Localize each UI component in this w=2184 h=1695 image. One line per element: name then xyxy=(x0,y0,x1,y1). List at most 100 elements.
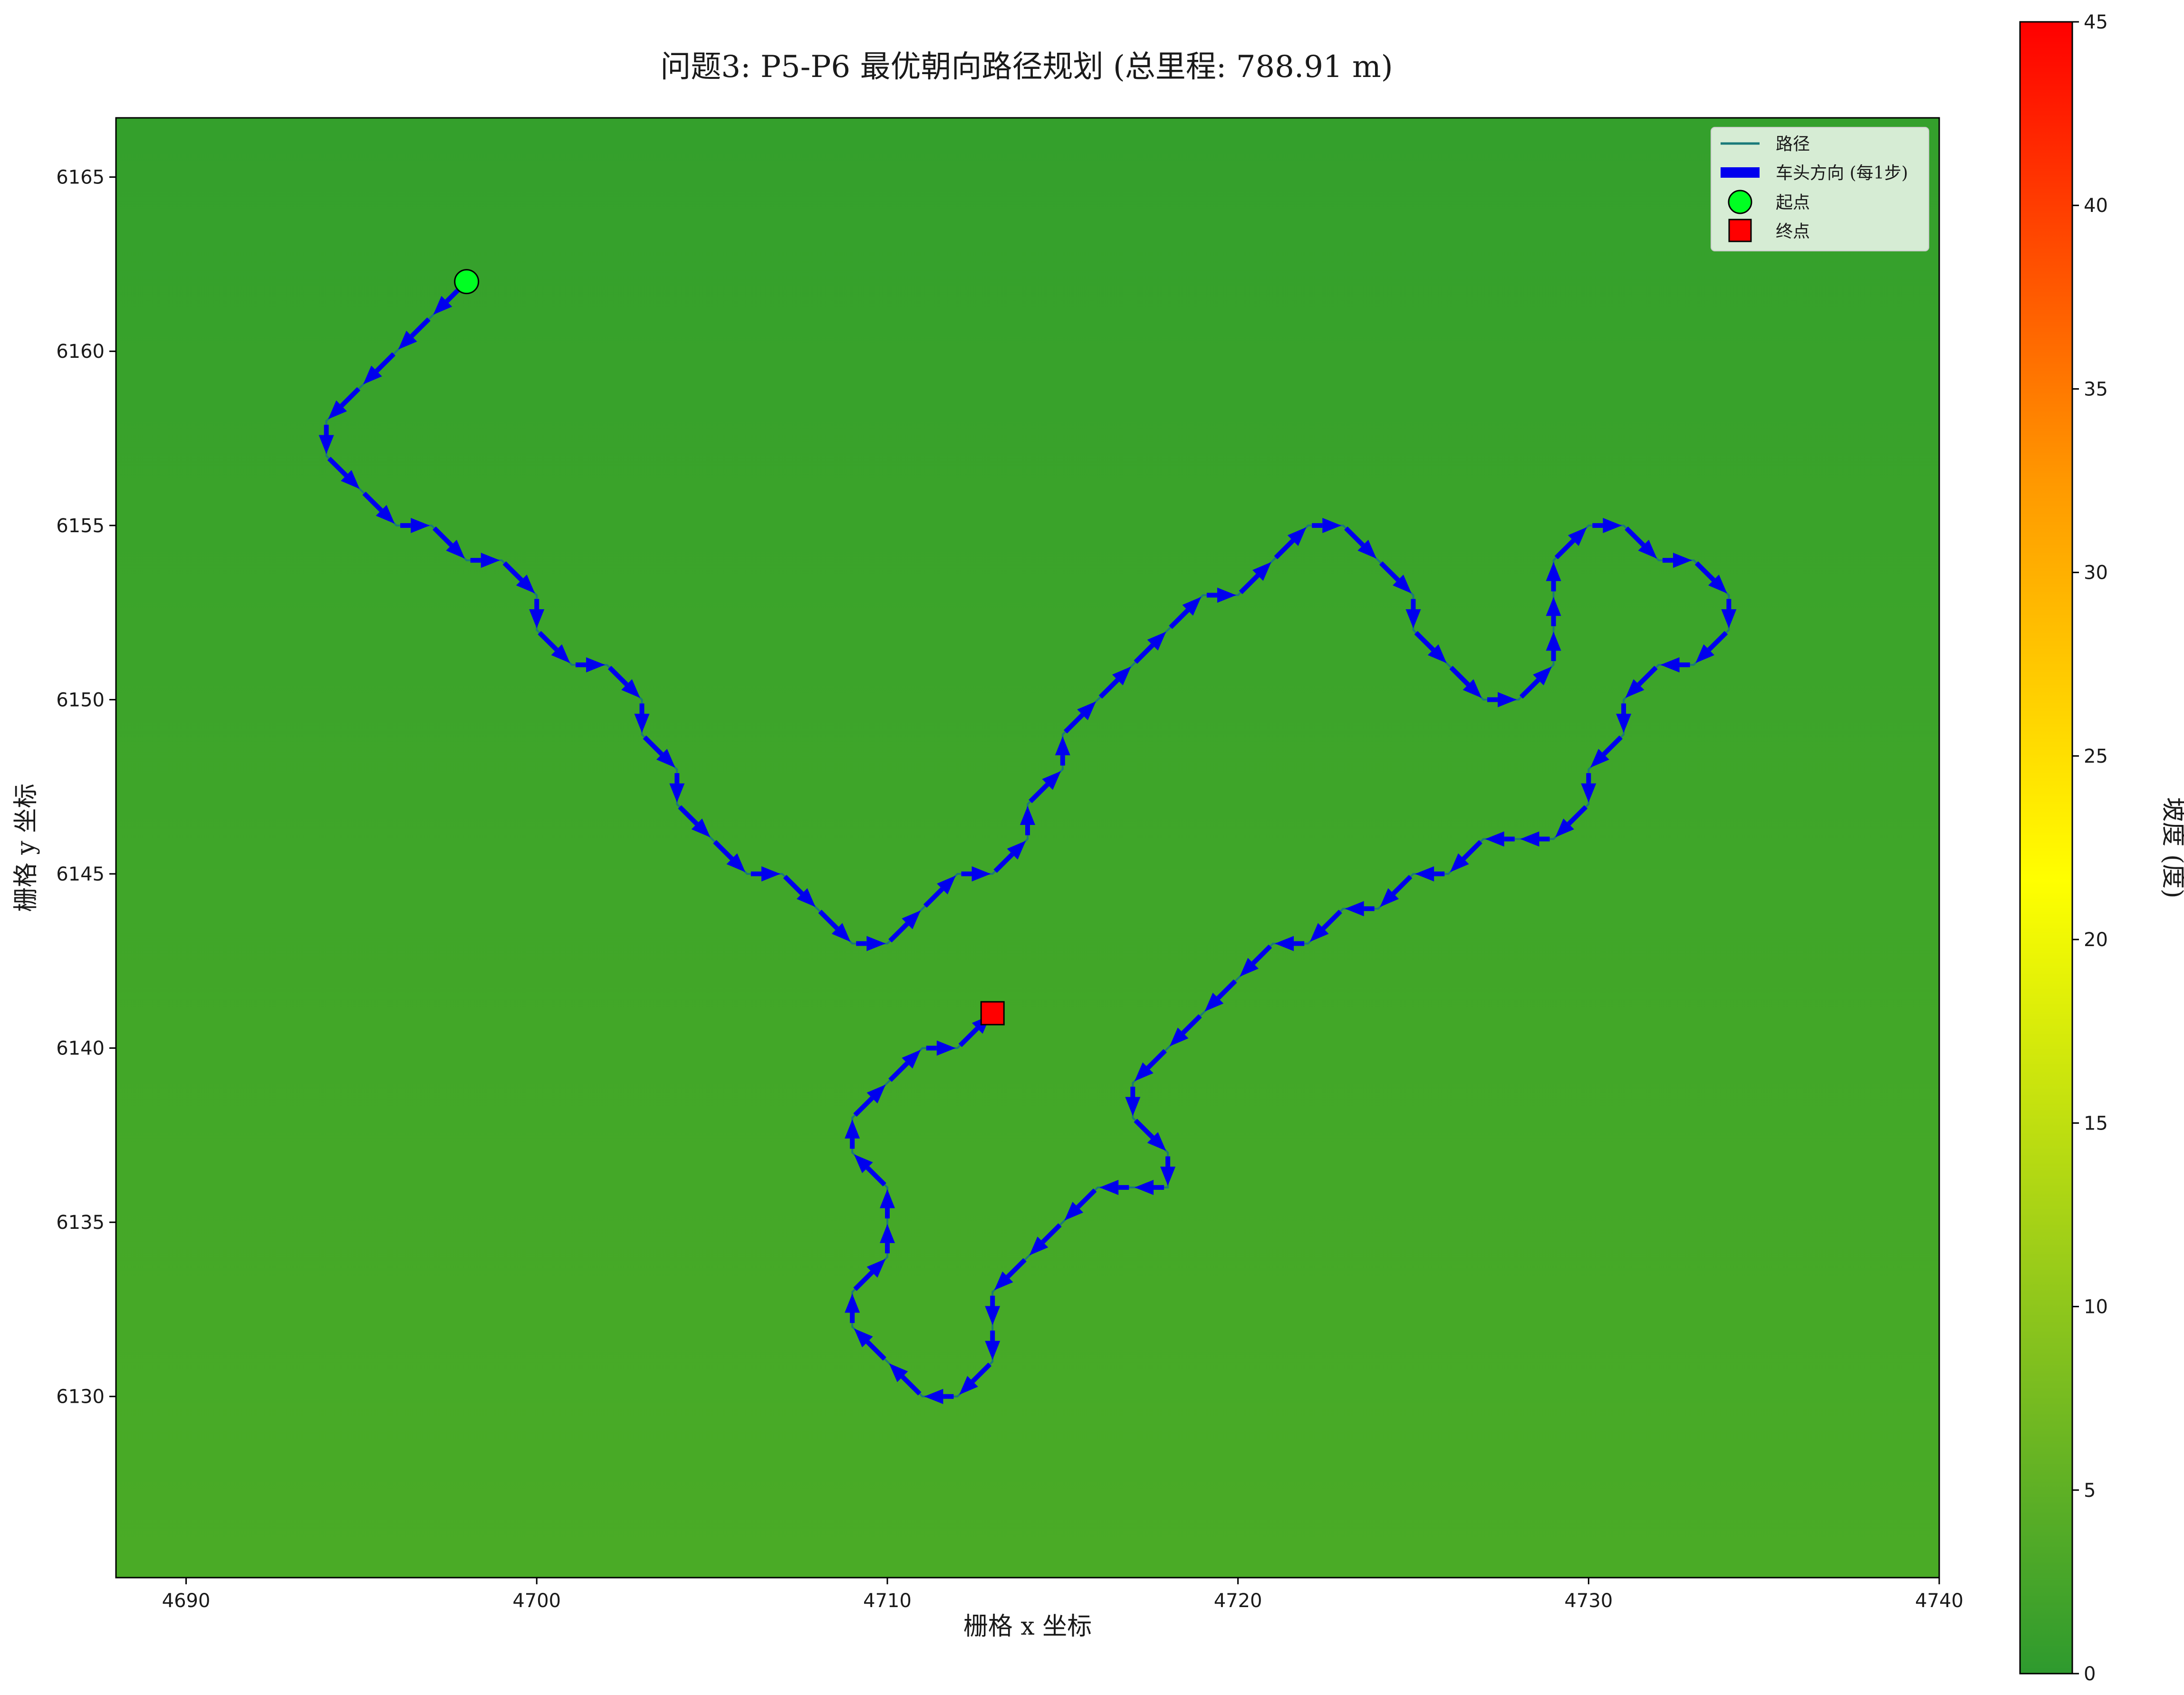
cbar-tick-label-1: 5 xyxy=(2084,1480,2096,1502)
heading-arrow-58 xyxy=(1616,703,1632,733)
heading-arrow-27 xyxy=(993,841,1026,873)
heading-arrow-63 xyxy=(1485,831,1515,847)
legend-arrow-swatch xyxy=(1721,167,1760,178)
heading-arrow-94 xyxy=(853,1084,886,1117)
heading-arrow-25 xyxy=(923,875,956,908)
heading-arrow-73 xyxy=(1134,1049,1167,1082)
legend-end-label: 终点 xyxy=(1776,222,1810,241)
heading-arrow-30 xyxy=(1055,736,1070,766)
heading-arrow-85 xyxy=(924,1389,954,1404)
heading-arrow-60 xyxy=(1581,773,1597,803)
heading-arrow-54 xyxy=(1721,599,1737,629)
cbar-tick-label-0: 0 xyxy=(2084,1663,2096,1685)
heading-arrow-13 xyxy=(576,657,606,673)
heading-arrow-12 xyxy=(538,631,570,663)
heading-arrow-83 xyxy=(985,1331,1001,1360)
heading-arrow-22 xyxy=(818,910,851,942)
heading-arrow-96 xyxy=(926,1040,956,1056)
legend-path-label: 路径 xyxy=(1776,134,1810,154)
chart-title: 问题3: P5-P6 最优朝向路径规划 (总里程: 788.91 m) xyxy=(660,49,1393,85)
colorbar xyxy=(2019,21,2073,1675)
heading-arrow-82 xyxy=(985,1295,1001,1325)
heading-arrow-4 xyxy=(318,424,334,454)
heading-arrow-67 xyxy=(1345,901,1375,917)
heading-arrow-57 xyxy=(1625,666,1658,698)
heading-arrow-16 xyxy=(643,735,675,768)
heading-arrow-84 xyxy=(959,1362,992,1395)
x-tick-label-0: 4690 xyxy=(162,1590,211,1612)
cbar-tick-label-5: 25 xyxy=(2084,746,2108,767)
heading-arrow-65 xyxy=(1415,866,1445,881)
heading-arrow-86 xyxy=(889,1363,922,1396)
heading-arrow-10 xyxy=(502,561,535,594)
heading-arrow-8 xyxy=(433,526,465,559)
y-tick-label-5: 6155 xyxy=(56,515,105,537)
x-tick-label-2: 4710 xyxy=(863,1590,912,1612)
heading-arrow-93 xyxy=(845,1119,860,1149)
heading-arrow-11 xyxy=(529,599,545,629)
x-axis-ticks: 4690 4700 4710 4720 4730 4740 xyxy=(162,1578,1963,1612)
cbar-tick-label-2: 10 xyxy=(2084,1296,2108,1318)
cbar-tick-label-9: 45 xyxy=(2084,11,2108,33)
heading-arrow-68 xyxy=(1309,910,1342,942)
y-tick-label-2: 6140 xyxy=(56,1038,105,1060)
heading-arrow-70 xyxy=(1240,944,1272,977)
heading-arrow-53 xyxy=(1694,561,1727,594)
heading-arrow-15 xyxy=(634,703,650,733)
heading-arrow-21 xyxy=(783,875,816,907)
x-tick-label-1: 4700 xyxy=(512,1590,561,1612)
cbar-tick-label-4: 20 xyxy=(2084,929,2108,951)
start-marker xyxy=(454,269,480,295)
heading-arrow-23 xyxy=(856,936,886,951)
heading-arrow-48 xyxy=(1546,562,1561,592)
cbar-tick-label-6: 30 xyxy=(2084,562,2108,584)
heading-arrow-69 xyxy=(1275,936,1305,951)
heading-arrow-19 xyxy=(713,840,746,872)
heading-arrow-91 xyxy=(879,1189,895,1219)
legend: 路径 车头方向 (每1步) 起点 终点 xyxy=(1711,127,1929,251)
colorbar-ticks: 0 5 10 15 20 25 30 35 40 45 xyxy=(2072,11,2108,1685)
legend-arrow-label: 车头方向 (每1步) xyxy=(1776,163,1908,183)
y-tick-label-6: 6160 xyxy=(56,341,105,363)
heading-arrow-56 xyxy=(1660,657,1690,673)
heading-arrow-46 xyxy=(1546,632,1561,661)
heading-arrow-39 xyxy=(1344,526,1377,559)
heading-arrow-14 xyxy=(607,666,640,698)
heading-arrow-29 xyxy=(1029,771,1061,804)
heading-arrow-79 xyxy=(1064,1188,1097,1221)
y-axis-label: 栅格 y 坐标 xyxy=(12,784,40,912)
heading-arrow-9 xyxy=(470,553,500,568)
heading-arrow-71 xyxy=(1204,979,1237,1012)
heading-arrow-44 xyxy=(1487,692,1517,708)
heading-arrow-77 xyxy=(1134,1179,1164,1195)
markers xyxy=(454,269,1005,1025)
cbar-tick-label-8: 40 xyxy=(2084,195,2108,217)
legend-end-swatch xyxy=(1728,219,1752,242)
x-tick-label-3: 4720 xyxy=(1214,1590,1262,1612)
legend-start-label: 起点 xyxy=(1776,193,1810,212)
y-tick-label-7: 6165 xyxy=(56,167,105,189)
x-tick-label-5: 4740 xyxy=(1915,1590,1963,1612)
heading-arrow-90 xyxy=(879,1224,895,1254)
cbar-tick-label-7: 35 xyxy=(2084,378,2108,400)
y-tick-label-0: 6130 xyxy=(56,1386,105,1408)
end-marker xyxy=(980,1001,1005,1025)
legend-box xyxy=(1711,127,1929,251)
heading-arrow-49 xyxy=(1554,527,1587,560)
x-tick-label-4: 4730 xyxy=(1564,1590,1613,1612)
heading-arrow-17 xyxy=(669,773,685,803)
heading-arrow-45 xyxy=(1519,666,1552,699)
heading-arrow-7 xyxy=(400,517,430,533)
heading-arrow-24 xyxy=(888,910,921,943)
cbar-tick-label-3: 15 xyxy=(2084,1112,2108,1134)
heading-arrow-34 xyxy=(1169,597,1202,629)
heading-arrow-88 xyxy=(845,1293,860,1323)
heading-arrow-76 xyxy=(1160,1156,1176,1186)
heading-arrow-87 xyxy=(854,1328,886,1361)
heading-arrow-26 xyxy=(961,866,991,881)
heading-arrow-38 xyxy=(1312,517,1342,533)
heading-arrow-81 xyxy=(994,1258,1027,1291)
heading-arrow-52 xyxy=(1662,553,1692,568)
heading-arrow-50 xyxy=(1592,517,1622,533)
